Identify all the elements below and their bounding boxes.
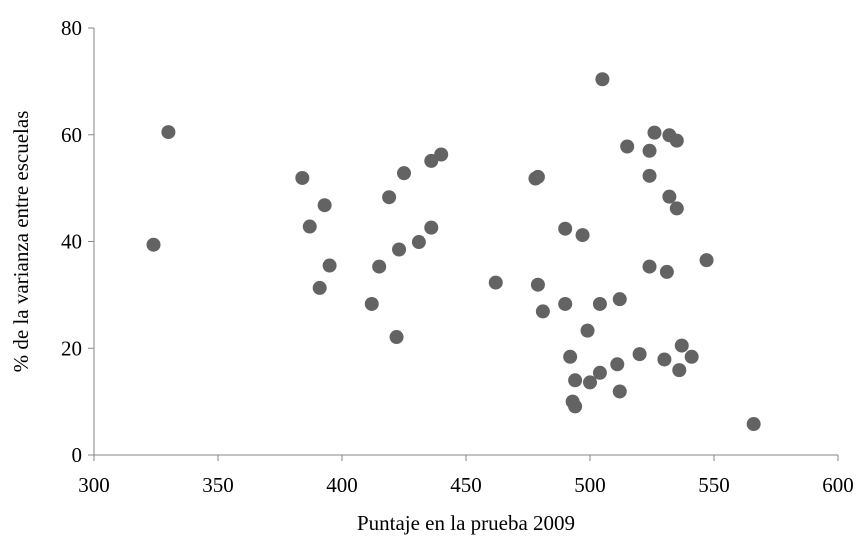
data-point [669,201,684,216]
y-tick-label: 80 [61,16,82,40]
data-point [583,375,597,390]
y-axis-title: % de la varianza entre escuelas [9,111,33,373]
data-point [746,417,761,432]
data-point [642,259,657,274]
data-point [642,168,657,183]
data-point [674,338,689,353]
y-tick-label: 0 [72,443,83,467]
data-point [397,166,411,181]
x-tick-label: 550 [698,473,730,497]
data-point [610,357,625,372]
x-tick-label: 400 [326,473,358,497]
x-tick-label: 500 [574,473,606,497]
data-point [558,221,573,236]
data-point [647,125,662,140]
data-point [146,237,161,252]
data-point [580,323,595,338]
data-point [612,384,627,399]
x-tick-label: 450 [450,473,482,497]
data-point [592,296,607,311]
data-point [322,258,337,273]
plot-area: 0 20 40 60 80 300 350 400 450 500 550 600 [61,16,854,497]
data-point [575,228,590,243]
data-point [568,399,583,414]
data-point [592,365,607,380]
data-point [657,352,672,367]
data-point [535,304,550,319]
data-point [364,296,379,311]
data-point [302,219,317,234]
x-tick-label: 350 [202,473,234,497]
data-point [563,349,578,364]
data-point [558,296,573,311]
data-point [434,147,449,162]
data-point [612,292,627,307]
x-axis-title: Puntaje en la prueba 2009 [357,511,575,535]
y-tick-label: 40 [61,230,82,254]
data-point [659,264,674,279]
data-point [672,363,687,378]
x-tick-label: 600 [822,473,854,497]
data-point [669,133,684,148]
data-point [632,347,647,362]
y-axis-ticks: 0 20 40 60 80 [61,16,94,467]
data-point [312,280,327,295]
data-point [662,189,677,204]
data-point [389,330,404,345]
data-point [392,242,407,257]
data-point [488,275,503,290]
data-point [424,220,439,235]
data-point [530,277,545,292]
y-tick-label: 20 [61,336,82,360]
data-point [372,259,387,274]
data-point [642,143,657,158]
data-point [382,190,397,205]
data-point [161,125,176,140]
data-point [699,253,714,268]
x-tick-label: 300 [78,473,110,497]
data-point [295,170,310,185]
y-tick-label: 60 [61,123,82,147]
data-point [317,198,332,213]
data-point [530,169,545,184]
data-point [620,139,635,154]
data-point [568,373,583,388]
data-points [146,72,761,432]
data-point [411,235,426,250]
data-point [684,349,699,364]
data-point [595,72,610,87]
data-point [424,153,439,168]
x-axis-ticks: 300 350 400 450 500 550 600 [78,455,854,497]
